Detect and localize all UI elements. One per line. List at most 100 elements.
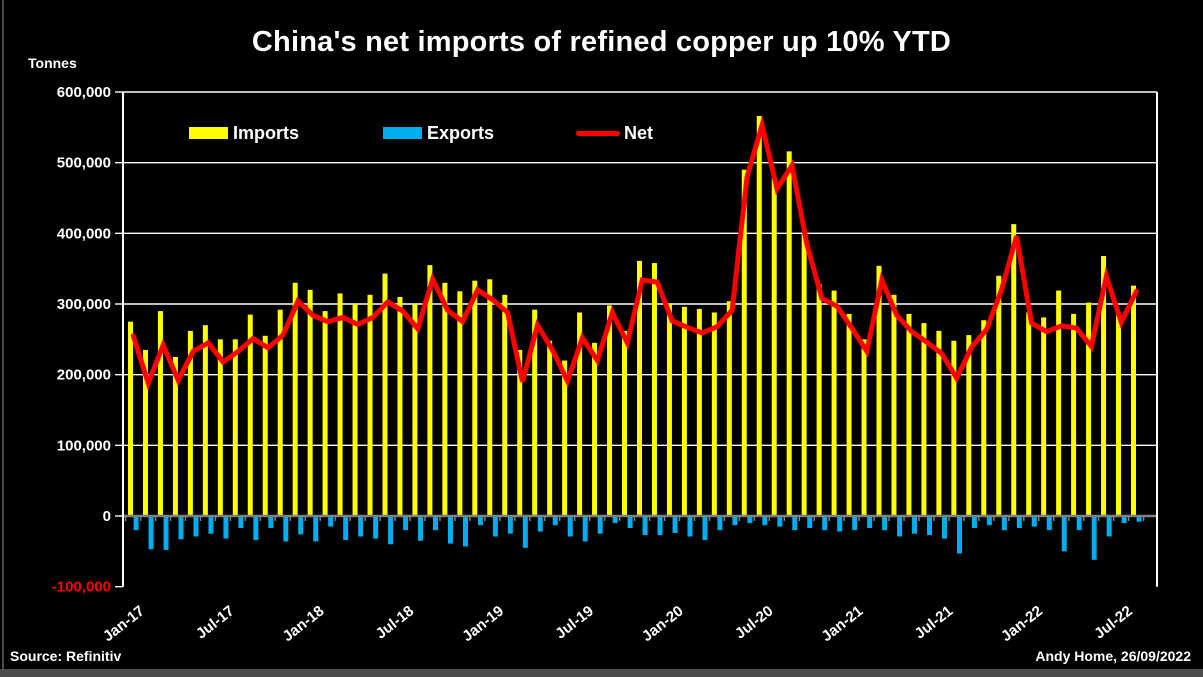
export-bar <box>1106 516 1112 537</box>
import-bar <box>906 313 912 517</box>
export-bar <box>642 516 648 536</box>
export-bar <box>822 516 828 531</box>
imports-swatch <box>189 127 228 139</box>
export-bar <box>283 516 289 542</box>
x-tick-label: Jul-22 <box>1091 602 1136 642</box>
export-bar <box>223 516 229 539</box>
legend-item-exports: Exports <box>383 121 494 145</box>
import-bar <box>187 330 193 517</box>
import-bar <box>217 339 223 517</box>
export-bar <box>986 516 992 526</box>
export-bar <box>178 516 184 540</box>
export-bar <box>433 516 439 531</box>
export-bar <box>882 516 888 531</box>
import-bar <box>816 284 822 517</box>
import-bar <box>861 339 867 517</box>
export-bar <box>567 516 573 537</box>
import-bar <box>981 320 987 517</box>
import-bar <box>367 294 373 517</box>
import-bar <box>891 294 897 517</box>
import-bar <box>532 309 538 517</box>
export-bar <box>971 516 977 529</box>
export-bar <box>762 516 768 526</box>
export-bar <box>193 516 199 537</box>
export-bar <box>717 516 723 531</box>
import-bar <box>1071 313 1077 517</box>
import-bar <box>502 294 508 517</box>
import-bar <box>202 325 208 517</box>
export-bar <box>403 516 409 531</box>
import-bar <box>607 305 613 517</box>
export-bar <box>897 516 903 537</box>
import-bar <box>846 313 852 517</box>
import-bar <box>232 339 238 517</box>
import-bar <box>1116 315 1122 517</box>
import-bar <box>262 335 268 517</box>
export-bar <box>477 516 483 526</box>
import-bar <box>756 116 762 517</box>
y-tick-label: 100,000 <box>57 437 111 454</box>
x-tick-label: Jul-17 <box>193 602 238 642</box>
x-tick-label: Jan-21 <box>818 602 866 645</box>
import-bar <box>427 265 433 517</box>
export-bar <box>837 516 843 532</box>
import-bar <box>741 169 747 517</box>
y-axis-units-label: Tonnes <box>28 55 77 71</box>
export-bar <box>657 516 663 536</box>
y-tick-label: 400,000 <box>57 225 111 242</box>
export-bar <box>1136 516 1142 522</box>
export-bar <box>268 516 274 529</box>
export-bar <box>582 516 588 542</box>
import-bar <box>951 340 957 517</box>
export-bar <box>373 516 379 539</box>
export-bar <box>732 516 738 526</box>
export-bar <box>941 516 947 539</box>
export-bar <box>627 516 633 529</box>
window-left-edge <box>2 0 4 677</box>
import-bar <box>726 301 732 517</box>
import-bar <box>696 308 702 517</box>
import-bar <box>1011 224 1017 517</box>
export-bar <box>328 516 334 527</box>
import-bar <box>577 312 583 517</box>
export-bar <box>462 516 468 547</box>
import-bar <box>337 293 343 517</box>
import-bar <box>996 275 1002 517</box>
import-bar <box>1131 285 1136 517</box>
import-bar <box>247 314 253 517</box>
import-bar <box>157 311 163 517</box>
legend-label-net: Net <box>624 123 654 143</box>
legend-label-exports: Exports <box>427 123 495 143</box>
export-bar <box>492 516 498 537</box>
exports-swatch <box>383 127 422 139</box>
x-tick-label: Jan-20 <box>639 602 687 645</box>
y-tick-label: 300,000 <box>57 296 111 313</box>
export-bar <box>956 516 962 554</box>
import-bar <box>636 260 642 517</box>
export-bar <box>777 516 783 527</box>
import-bar <box>936 330 942 517</box>
export-bar <box>522 516 528 548</box>
x-tick-label: Jan-17 <box>100 602 148 645</box>
import-bar <box>1041 317 1047 517</box>
x-tick-label: Jul-19 <box>552 602 597 642</box>
export-bar <box>702 516 708 541</box>
export-bar <box>867 516 873 529</box>
import-bar <box>277 309 283 517</box>
source-credit: Source: Refinitiv <box>10 648 122 664</box>
import-bar <box>352 304 358 517</box>
import-bar <box>517 349 523 517</box>
x-tick-label: Jul-20 <box>732 602 777 642</box>
legend-item-imports: Imports <box>189 121 299 145</box>
export-bar <box>852 516 858 531</box>
export-bar <box>418 516 424 541</box>
export-bar <box>1061 516 1067 552</box>
import-bar <box>292 282 298 517</box>
export-bar <box>208 516 214 534</box>
export-bar <box>1121 516 1127 524</box>
export-bar <box>552 516 558 526</box>
import-bar <box>397 296 403 517</box>
import-bar <box>562 360 568 517</box>
